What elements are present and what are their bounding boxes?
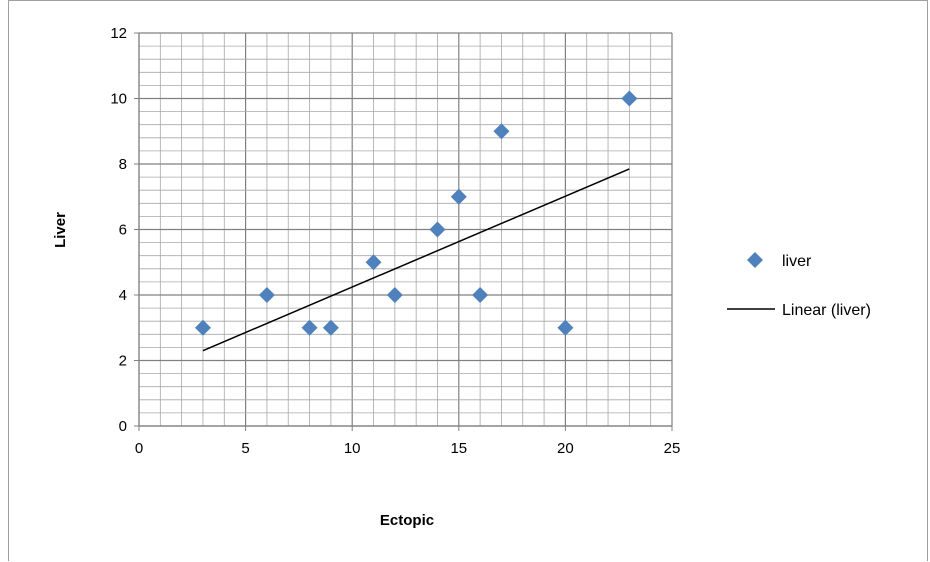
y-tick-label: 4 bbox=[119, 287, 127, 304]
trendline-linear bbox=[202, 168, 630, 352]
data-point bbox=[322, 319, 339, 336]
y-tick-label: 12 bbox=[110, 25, 127, 42]
axes bbox=[134, 32, 673, 431]
x-tick-label: 0 bbox=[135, 440, 143, 457]
y-tick-label: 10 bbox=[110, 91, 127, 108]
data-point bbox=[472, 287, 489, 303]
data-point bbox=[301, 319, 318, 336]
trendline bbox=[202, 168, 630, 352]
y-tick-label: 6 bbox=[119, 222, 127, 239]
data-point bbox=[365, 254, 382, 271]
legend-label-liver: liver bbox=[782, 253, 812, 270]
data-points bbox=[194, 90, 638, 336]
tick-labels: 0 5 10 15 20 25 0 2 4 6 8 10 12 bbox=[110, 25, 680, 457]
x-tick-label: 20 bbox=[557, 440, 574, 457]
data-point bbox=[557, 319, 574, 336]
data-point bbox=[450, 188, 467, 205]
y-tick-label: 2 bbox=[119, 353, 127, 370]
y-axis-title: Liver bbox=[52, 212, 69, 248]
y-tick-label: 8 bbox=[119, 156, 127, 173]
data-point bbox=[386, 287, 403, 303]
data-point bbox=[429, 221, 446, 238]
x-tick-label: 25 bbox=[664, 440, 681, 457]
y-tick-label: 0 bbox=[119, 418, 127, 435]
chart-frame bbox=[8, 0, 928, 561]
data-point bbox=[621, 90, 638, 107]
grid bbox=[138, 32, 673, 427]
legend: liver Linear (liver) bbox=[727, 252, 871, 319]
x-tick-label: 15 bbox=[450, 440, 467, 457]
x-tick-label: 10 bbox=[344, 440, 361, 457]
x-axis-title: Ectopic bbox=[380, 512, 434, 529]
data-point bbox=[258, 287, 275, 303]
legend-marker-liver bbox=[747, 252, 763, 268]
data-point bbox=[194, 319, 211, 336]
data-point bbox=[493, 123, 510, 140]
x-tick-label: 5 bbox=[241, 440, 249, 457]
legend-label-trend: Linear (liver) bbox=[782, 302, 871, 319]
